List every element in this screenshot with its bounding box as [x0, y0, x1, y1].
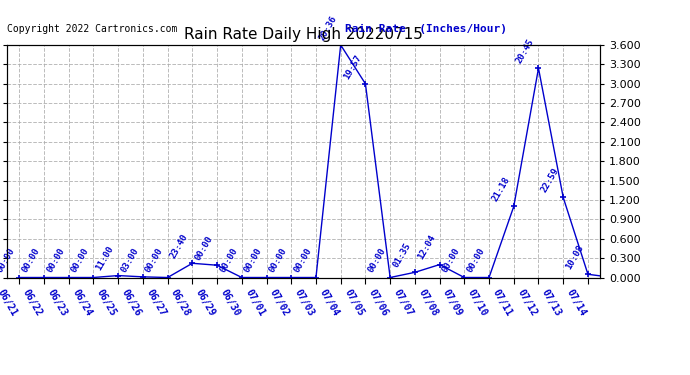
Text: 00:00: 00:00: [441, 246, 462, 274]
Text: 00:00: 00:00: [218, 246, 239, 274]
Text: 00:00: 00:00: [193, 234, 215, 262]
Text: 19:57: 19:57: [342, 53, 363, 81]
Text: Copyright 2022 Cartronics.com: Copyright 2022 Cartronics.com: [7, 24, 177, 34]
Text: 00:00: 00:00: [45, 246, 66, 274]
Text: 00:00: 00:00: [144, 246, 165, 274]
Text: 00:00: 00:00: [70, 246, 91, 274]
Text: 00:00: 00:00: [20, 246, 41, 274]
Text: 00:00: 00:00: [465, 246, 486, 274]
Text: 00:00: 00:00: [268, 246, 288, 274]
Text: 22:59: 22:59: [540, 166, 561, 194]
Text: 01:35: 01:35: [391, 242, 413, 269]
Text: 10:08: 10:08: [564, 243, 585, 271]
Text: 23:40: 23:40: [168, 232, 190, 260]
Text: 00:00: 00:00: [293, 246, 313, 274]
Text: 00:00: 00:00: [0, 374, 1, 375]
Text: 00:00: 00:00: [243, 246, 264, 274]
Text: 00:00: 00:00: [0, 246, 17, 274]
Text: 20:45: 20:45: [515, 37, 536, 65]
Text: 00:00: 00:00: [366, 246, 388, 274]
Text: Rain Rate  (Inches/Hour): Rain Rate (Inches/Hour): [345, 24, 507, 34]
Text: 03:00: 03:00: [119, 246, 141, 274]
Title: Rain Rate Daily High 20220715: Rain Rate Daily High 20220715: [184, 27, 423, 42]
Text: 11:00: 11:00: [95, 244, 116, 272]
Text: 21:18: 21:18: [490, 176, 511, 203]
Text: 12:04: 12:04: [416, 234, 437, 261]
Text: 20:36: 20:36: [317, 14, 338, 42]
